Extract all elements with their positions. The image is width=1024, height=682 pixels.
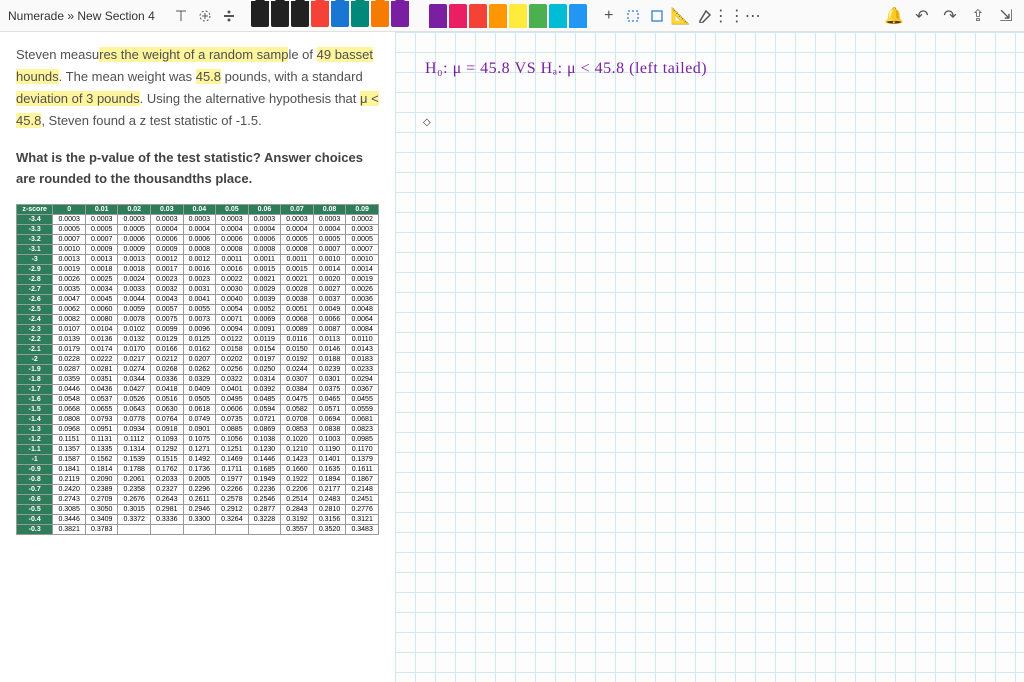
ztable-row: -1.20.11510.11310.11120.10930.10750.1056…: [17, 434, 379, 444]
ztable-row: -0.80.21190.20900.20610.20330.20050.1977…: [17, 474, 379, 484]
highlighter-6[interactable]: [549, 4, 567, 28]
ztable-row: -0.40.34460.34090.33720.33360.33000.3264…: [17, 514, 379, 524]
highlighter-2[interactable]: [469, 4, 487, 28]
add-icon[interactable]: [195, 6, 215, 26]
z-table: z-score00.010.020.030.040.050.060.070.08…: [16, 204, 379, 535]
ztable-row: -3.10.00100.00090.00090.00090.00080.0008…: [17, 244, 379, 254]
ztable-row: -3.40.00030.00030.00030.00030.00030.0003…: [17, 214, 379, 224]
highlighter-1[interactable]: [449, 4, 467, 28]
highlighter-0[interactable]: [429, 4, 447, 28]
pen-1[interactable]: [271, 1, 289, 27]
ztable-row: -2.50.00620.00600.00590.00570.00550.0054…: [17, 304, 379, 314]
ztable-header: 0.05: [216, 204, 249, 214]
pen-3[interactable]: [311, 1, 329, 27]
ztable-header: 0.04: [183, 204, 216, 214]
ztable-row: -2.70.00350.00340.00330.00320.00310.0030…: [17, 284, 379, 294]
problem-panel: Steven measures the weight of a random s…: [0, 32, 395, 682]
ruler-icon[interactable]: 📐: [671, 6, 691, 26]
pen-palette: [251, 5, 409, 27]
ztable-header: 0.08: [313, 204, 346, 214]
ztable-row: -2.90.00190.00180.00180.00170.00160.0016…: [17, 264, 379, 274]
ztable-row: -0.60.27430.27090.26760.26430.26110.2578…: [17, 494, 379, 504]
ztable-row: -3.30.00050.00050.00050.00040.00040.0004…: [17, 224, 379, 234]
ztable-row: -2.80.00260.00250.00240.00230.00230.0022…: [17, 274, 379, 284]
highlighter-5[interactable]: [529, 4, 547, 28]
lasso-icon[interactable]: [623, 6, 643, 26]
ztable-row: -2.30.01070.01040.01020.00990.00960.0094…: [17, 324, 379, 334]
question-text: What is the p-value of the test statisti…: [16, 148, 379, 190]
ztable-row: -2.40.00820.00800.00780.00750.00730.0071…: [17, 314, 379, 324]
content-area: Steven measures the weight of a random s…: [0, 32, 1024, 682]
drawing-canvas[interactable]: H₀: μ = 45.8 VS Hₐ: μ < 45.8 (left taile…: [395, 32, 1024, 682]
ztable-row: -1.80.03590.03510.03440.03360.03290.0322…: [17, 374, 379, 384]
ztable-row: -1.40.08080.07930.07780.07640.07490.0735…: [17, 414, 379, 424]
ztable-header: 0.03: [151, 204, 184, 214]
ztable-row: -1.30.09680.09510.09340.09180.09010.0885…: [17, 424, 379, 434]
ztable-row: -3.20.00070.00070.00060.00060.00060.0006…: [17, 234, 379, 244]
grid-icon[interactable]: ⋮⋮: [719, 6, 739, 26]
highlighter-palette: [429, 4, 587, 28]
ztable-row: -2.20.01390.01360.01320.01290.01250.0122…: [17, 334, 379, 344]
ztable-row: -1.50.06680.06550.06430.06300.06180.0606…: [17, 404, 379, 414]
ztable-row: -1.70.04460.04360.04270.04180.04090.0401…: [17, 384, 379, 394]
toolbar: Numerade » New Section 4 + 📐 ⋮⋮ ⋯ 🔔 ↶ ↷ …: [0, 0, 1024, 32]
breadcrumb: Numerade » New Section 4: [8, 9, 155, 23]
plus-icon[interactable]: +: [599, 6, 619, 26]
pen-0[interactable]: [251, 1, 269, 27]
ztable-row: -1.10.13570.13350.13140.12920.12710.1251…: [17, 444, 379, 454]
ztable-header: 0: [53, 204, 86, 214]
ztable-row: -1.60.05480.05370.05260.05160.05050.0495…: [17, 394, 379, 404]
ztable-row: -2.10.01790.01740.01700.01660.01620.0158…: [17, 344, 379, 354]
ztable-row: -0.90.18410.18140.17880.17620.17360.1711…: [17, 464, 379, 474]
highlighter-3[interactable]: [489, 4, 507, 28]
ztable-row: -20.02280.02220.02170.02120.02070.02020.…: [17, 354, 379, 364]
pen-5[interactable]: [351, 1, 369, 27]
highlighter-7[interactable]: [569, 4, 587, 28]
problem-text: Steven measures the weight of a random s…: [16, 44, 379, 132]
more-icon[interactable]: ⋯: [743, 6, 763, 26]
collapse-icon[interactable]: ⇲: [996, 6, 1016, 26]
redo-icon[interactable]: ↷: [940, 6, 960, 26]
right-tools: 🔔 ↶ ↷ ⇪ ⇲: [884, 6, 1016, 26]
pen-6[interactable]: [371, 1, 389, 27]
ztable-header: 0.01: [85, 204, 118, 214]
highlighter-4[interactable]: [509, 4, 527, 28]
ztable-header: 0.09: [346, 204, 379, 214]
ztable-row: -10.15870.15620.15390.15150.14920.14690.…: [17, 454, 379, 464]
handwriting-text: H₀: μ = 45.8 VS Hₐ: μ < 45.8 (left taile…: [425, 60, 707, 78]
bell-icon[interactable]: 🔔: [884, 6, 904, 26]
divide-icon[interactable]: [219, 6, 239, 26]
cursor-indicator: ◇: [423, 117, 431, 128]
pen-2[interactable]: [291, 1, 309, 27]
ztable-row: -0.30.38210.37830.35570.35200.3483: [17, 524, 379, 534]
eraser-icon[interactable]: [695, 6, 715, 26]
ztable-header: 0.07: [281, 204, 314, 214]
ztable-header: 0.02: [118, 204, 151, 214]
share-icon[interactable]: ⇪: [968, 6, 988, 26]
ztable-row: -0.50.30850.30500.30150.29810.29460.2912…: [17, 504, 379, 514]
pen-4[interactable]: [331, 1, 349, 27]
pen-7[interactable]: [391, 1, 409, 27]
ztable-row: -30.00130.00130.00130.00120.00120.00110.…: [17, 254, 379, 264]
ztable-row: -1.90.02870.02810.02740.02680.02620.0256…: [17, 364, 379, 374]
ztable-row: -0.70.24200.23890.23580.23270.22960.2266…: [17, 484, 379, 494]
shape-icon[interactable]: [647, 6, 667, 26]
ztable-header: z-score: [17, 204, 53, 214]
ztable-header: 0.06: [248, 204, 281, 214]
text-tool-icon[interactable]: [171, 6, 191, 26]
undo-icon[interactable]: ↶: [912, 6, 932, 26]
ztable-row: -2.60.00470.00450.00440.00430.00410.0040…: [17, 294, 379, 304]
